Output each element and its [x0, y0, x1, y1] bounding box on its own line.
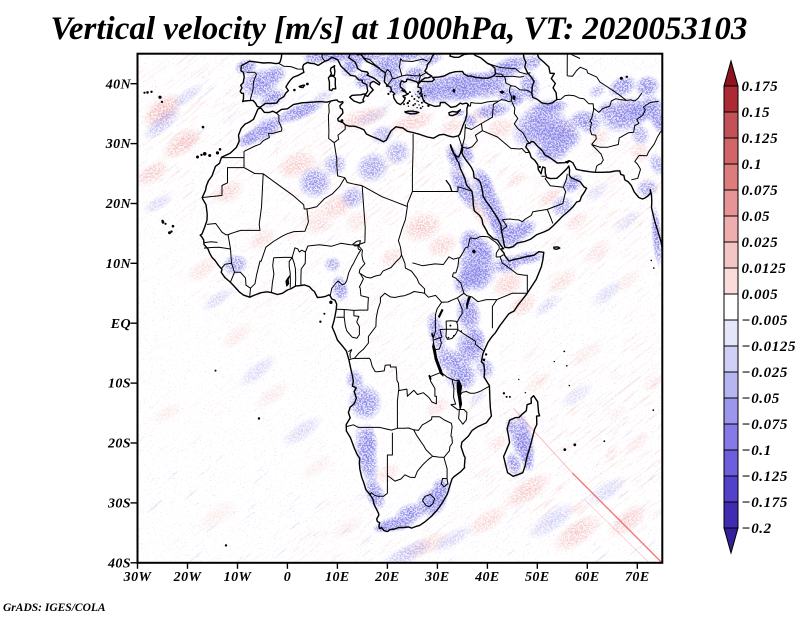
svg-text:0.0125: 0.0125 — [742, 261, 787, 277]
svg-text:30W: 30W — [123, 570, 153, 585]
svg-text:0.075: 0.075 — [742, 183, 779, 199]
svg-text:30E: 30E — [424, 570, 450, 585]
svg-text:−0.005: −0.005 — [742, 313, 788, 329]
svg-text:0.175: 0.175 — [742, 79, 779, 95]
svg-text:70E: 70E — [625, 570, 650, 585]
svg-text:10S: 10S — [108, 377, 131, 392]
svg-text:EQ: EQ — [110, 317, 131, 332]
svg-text:10W: 10W — [224, 570, 253, 585]
svg-text:20W: 20W — [173, 570, 203, 585]
svg-text:30N: 30N — [105, 137, 132, 152]
svg-text:0.125: 0.125 — [742, 131, 779, 147]
svg-text:0.15: 0.15 — [742, 105, 771, 121]
svg-text:−0.075: −0.075 — [742, 417, 788, 433]
svg-text:30S: 30S — [107, 497, 131, 512]
svg-text:−0.1: −0.1 — [742, 443, 772, 459]
svg-text:0.025: 0.025 — [742, 235, 779, 251]
svg-text:GrADS: IGES/COLA: GrADS: IGES/COLA — [3, 602, 106, 614]
svg-text:−0.2: −0.2 — [742, 521, 772, 537]
svg-text:−0.05: −0.05 — [742, 391, 780, 407]
svg-text:0.005: 0.005 — [742, 287, 779, 303]
svg-text:Vertical velocity [m/s] at 100: Vertical velocity [m/s] at 1000hPa, VT: … — [51, 11, 748, 47]
svg-text:0.05: 0.05 — [742, 209, 771, 225]
svg-text:10N: 10N — [106, 257, 132, 272]
svg-text:40N: 40N — [105, 77, 132, 92]
svg-text:20S: 20S — [107, 437, 131, 452]
svg-text:60E: 60E — [575, 570, 600, 585]
svg-text:20N: 20N — [105, 197, 132, 212]
svg-text:40S: 40S — [107, 556, 131, 571]
svg-text:−0.125: −0.125 — [742, 469, 788, 485]
svg-text:0: 0 — [284, 570, 291, 585]
svg-text:−0.0125: −0.0125 — [742, 339, 797, 355]
svg-text:10E: 10E — [325, 570, 350, 585]
svg-text:−0.175: −0.175 — [742, 495, 788, 511]
svg-text:0.1: 0.1 — [742, 157, 763, 173]
svg-text:40E: 40E — [474, 570, 500, 585]
svg-text:−0.025: −0.025 — [742, 365, 788, 381]
svg-text:20E: 20E — [374, 570, 400, 585]
svg-text:50E: 50E — [525, 570, 550, 585]
